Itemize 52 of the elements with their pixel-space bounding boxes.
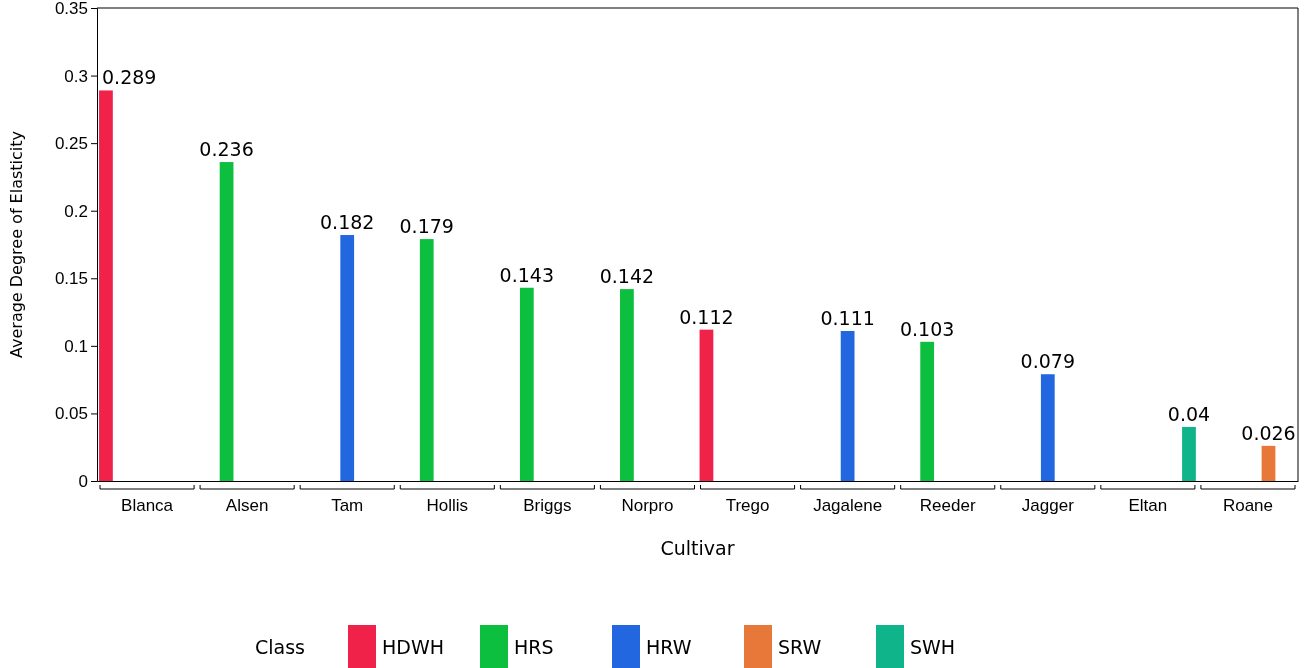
bar (920, 341, 935, 481)
bar (519, 287, 534, 481)
x-tick-label: Tam (331, 496, 364, 516)
x-axis-title: Cultivar (660, 537, 735, 559)
data-label: 0.289 (102, 66, 157, 89)
data-label: 0.142 (599, 265, 655, 288)
x-tick-label: Roane (1222, 496, 1274, 516)
y-tick-label: 0.05 (54, 404, 88, 424)
data-label: 0.179 (399, 215, 454, 238)
legend-label: HRW (646, 636, 692, 658)
x-tick-label: Alsen (225, 496, 269, 516)
y-axis-title: Average Degree of Elasticity (7, 130, 26, 359)
legend-title: Class (255, 636, 305, 658)
data-label: 0.103 (899, 317, 955, 340)
bar (340, 235, 355, 481)
bar (840, 330, 855, 481)
y-tick-label: 0.2 (64, 201, 88, 221)
x-tick-label: Briggs (523, 496, 572, 516)
bar (419, 239, 434, 481)
data-label: 0.143 (499, 263, 555, 286)
data-label: 0.111 (820, 306, 875, 329)
x-tick-label: Jagger (1021, 496, 1075, 516)
y-tick-label: 0.3 (64, 66, 88, 86)
data-label: 0.026 (1241, 421, 1296, 444)
y-tick-label: 0.25 (54, 134, 88, 154)
x-tick-label: Eltan (1128, 496, 1168, 516)
x-tick-label: Jagalene (813, 496, 883, 516)
legend-label: HDWH (382, 636, 444, 658)
y-tick-label: 0.15 (54, 269, 88, 289)
data-label: 0.236 (199, 138, 254, 161)
bar (99, 90, 113, 481)
data-label: 0.079 (1020, 350, 1075, 373)
x-tick-label: Blanca (121, 496, 174, 516)
bar (699, 329, 714, 481)
data-label: 0.112 (679, 305, 734, 328)
bar (620, 289, 634, 481)
data-label: 0.04 (1167, 402, 1211, 425)
bar (219, 162, 234, 481)
bar (1261, 445, 1276, 481)
x-tick-label: Hollis (426, 496, 469, 516)
y-tick-label: 0.35 (54, 0, 88, 18)
x-tick-label: Trego (725, 496, 770, 516)
x-tick-label: Reeder (919, 496, 976, 516)
x-tick-label: Norpro (621, 496, 674, 516)
y-tick-label: 0 (78, 471, 88, 491)
bar (1040, 374, 1055, 481)
legend-label: HRS (514, 636, 554, 658)
bar (1182, 426, 1196, 481)
data-label: 0.182 (320, 211, 375, 234)
legend-label: SWH (910, 636, 956, 658)
y-tick-label: 0.1 (64, 336, 88, 356)
legend-label: SRW (778, 636, 822, 658)
